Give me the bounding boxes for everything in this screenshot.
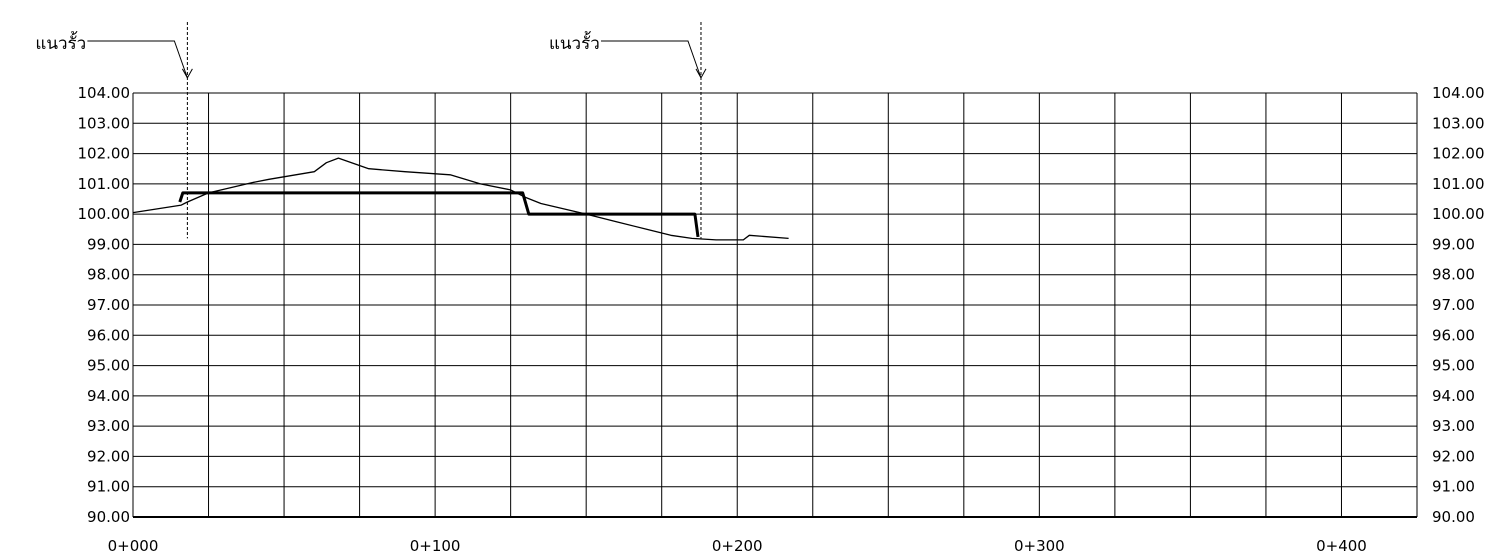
y-tick-label-left: 95.00 bbox=[87, 357, 130, 375]
y-tick-label-left: 101.00 bbox=[78, 175, 131, 193]
y-tick-label-left: 103.00 bbox=[78, 114, 131, 132]
y-tick-label-right: 104.00 bbox=[1432, 84, 1485, 102]
tick-labels: 90.00 90.00 91.00 91.00 92.00 92.00 93.00 93.00… bbox=[78, 84, 1485, 555]
x-tick-label: 0+300 bbox=[1014, 537, 1065, 555]
y-tick-label-right: 96.00 bbox=[1432, 326, 1475, 344]
y-tick-label-left: 102.00 bbox=[78, 145, 131, 163]
leader-line bbox=[600, 40, 702, 79]
y-tick-label-left: 98.00 bbox=[87, 266, 130, 284]
y-tick-label-left: 94.00 bbox=[87, 387, 130, 405]
y-tick-label-right: 93.00 bbox=[1432, 417, 1475, 435]
series-line-thick bbox=[178, 191, 700, 238]
y-tick-label-left: 96.00 bbox=[87, 326, 130, 344]
y-tick-label-right: 98.00 bbox=[1432, 266, 1475, 284]
y-tick-label-right: 91.00 bbox=[1432, 478, 1475, 496]
y-tick-label-right: 102.00 bbox=[1432, 145, 1485, 163]
y-tick-label-right: 97.00 bbox=[1432, 296, 1475, 314]
y-tick-label-right: 95.00 bbox=[1432, 357, 1475, 375]
y-tick-label-left: 91.00 bbox=[87, 478, 130, 496]
y-tick-label-left: 97.00 bbox=[87, 296, 130, 314]
x-tick-label: 0+400 bbox=[1316, 537, 1367, 555]
x-tick-label: 0+100 bbox=[410, 537, 461, 555]
y-tick-label-left: 99.00 bbox=[87, 235, 130, 253]
x-tick-label: 0+000 bbox=[108, 537, 159, 555]
y-tick-label-left: 90.00 bbox=[87, 508, 130, 526]
fence-label: แนวรั้ว bbox=[35, 31, 86, 54]
y-tick-label-right: 90.00 bbox=[1432, 508, 1475, 526]
y-tick-label-left: 104.00 bbox=[78, 84, 131, 102]
fence-label: แนวรั้ว bbox=[549, 31, 600, 54]
y-tick-label-right: 94.00 bbox=[1432, 387, 1475, 405]
y-tick-label-right: 101.00 bbox=[1432, 175, 1485, 193]
y-tick-label-right: 100.00 bbox=[1432, 205, 1485, 223]
y-tick-label-right: 99.00 bbox=[1432, 235, 1475, 253]
y-tick-label-right: 92.00 bbox=[1432, 447, 1475, 465]
y-tick-label-right: 103.00 bbox=[1432, 114, 1485, 132]
y-tick-label-left: 92.00 bbox=[87, 447, 130, 465]
annotations: แนวรั้ว แนวรั้ว bbox=[35, 22, 707, 239]
series-group bbox=[132, 157, 789, 241]
series-line-thin bbox=[132, 157, 789, 241]
grid bbox=[132, 92, 1418, 518]
x-tick-label: 0+200 bbox=[712, 537, 763, 555]
y-tick-label-left: 93.00 bbox=[87, 417, 130, 435]
leader-line bbox=[87, 40, 188, 79]
y-tick-label-left: 100.00 bbox=[78, 205, 131, 223]
